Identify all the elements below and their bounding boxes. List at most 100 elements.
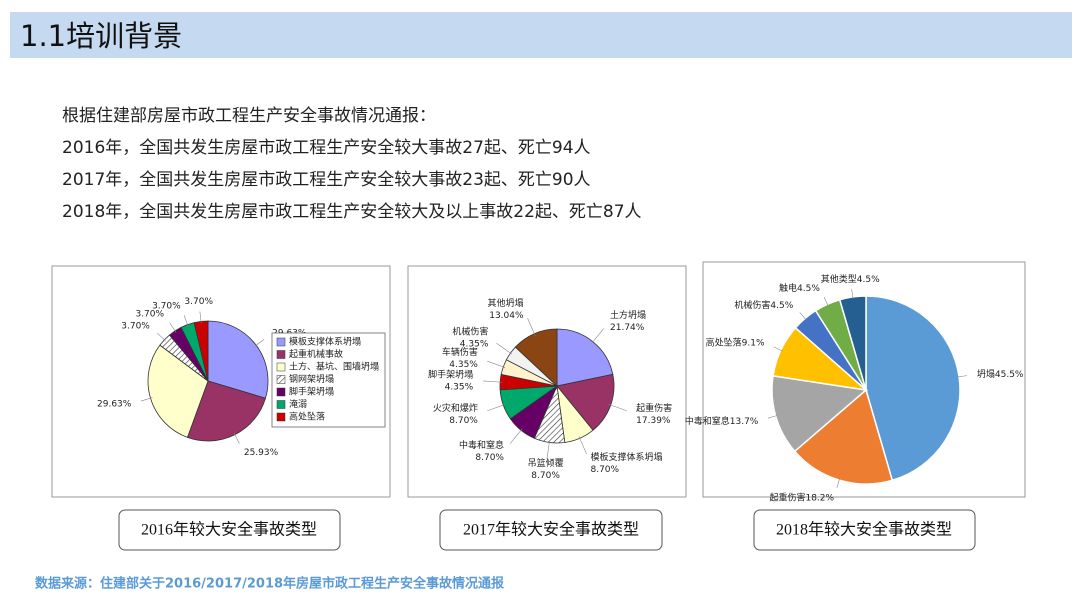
leader-line [183, 315, 189, 327]
category-label: 吊篮倾覆 [528, 457, 564, 469]
category-label: 火灾和爆炸 [433, 402, 478, 414]
data-label: 机械伤害 4.35% [452, 325, 488, 349]
leader-line [823, 296, 829, 307]
category-label: 机械伤害 [452, 325, 488, 337]
data-label: 其他坍塌 13.04% [488, 296, 524, 320]
legend-swatch [276, 350, 286, 359]
category-label: 其他类型 [821, 273, 857, 285]
source-note: 数据来源：住建部关于2016/2017/2018年房屋市政工程生产安全事故情况通… [35, 576, 505, 592]
legend-label: 土方、基坑、围墙坍塌 [289, 361, 379, 373]
data-label: 起重伤害 17.39% [636, 402, 672, 426]
leader-line [773, 346, 783, 352]
legend-label: 起重机械事故 [289, 348, 343, 360]
leader-line [233, 432, 240, 444]
data-label: 中毒和窒息13.7% [685, 414, 759, 426]
leader-line [767, 415, 778, 419]
data-label: 坍塌45.5% [977, 369, 1024, 380]
leader-line [483, 380, 503, 383]
leader-line [510, 428, 523, 444]
value-label: 4.5% [770, 300, 793, 310]
category-label: 机械伤害 [734, 298, 770, 310]
leader-line [546, 440, 550, 460]
category-label: 坍塌 [977, 369, 995, 380]
legend-label: 模板支撑体系坍塌 [289, 336, 361, 348]
legend-swatch [276, 362, 286, 372]
data-label: 3.70% [152, 301, 181, 311]
value-label: 8.70% [475, 453, 504, 463]
intro-line: 2016年，全国共发生房屋市政工程生产安全较大事故27起、死亡94人 [62, 138, 591, 158]
data-label: 车辆伤害 4.35% [442, 345, 478, 369]
chart-caption: 2016年较大安全事故类型 [141, 521, 317, 539]
leader-line [487, 360, 506, 368]
data-label: 其他类型4.5% [821, 273, 880, 285]
value-label: 4.35% [449, 359, 478, 369]
caption-box [439, 509, 663, 551]
category-label: 起重伤害 [769, 491, 805, 503]
data-label: 脚手架坍塌 4.35% [428, 368, 473, 392]
leader-line [496, 343, 513, 355]
value-label: 4.5% [797, 283, 820, 293]
data-label: 3.70% [121, 322, 150, 332]
category-label: 其他坍塌 [488, 296, 524, 308]
value-label: 13.7% [730, 416, 759, 426]
category-label: 触电 [779, 281, 797, 293]
legend-label: 钢网架坍塌 [289, 373, 334, 385]
value-label: 4.35% [460, 339, 489, 349]
value-label: 45.5% [995, 370, 1024, 380]
intro-line: 2017年，全国共发生房屋市政工程生产安全较大事故23起、死亡90人 [62, 170, 591, 190]
legend-label: 淹溺 [289, 398, 307, 410]
data-label: 吊篮倾覆 8.70% [528, 457, 564, 481]
leader-line [254, 338, 265, 347]
legend-label: 脚手架坍塌 [289, 386, 334, 398]
value-label: 18.2% [805, 493, 834, 503]
category-label: 土方坍塌 [610, 308, 646, 320]
data-label: 3.70% [184, 297, 213, 307]
leader-line [140, 397, 153, 402]
value-label: 17.39% [636, 416, 671, 426]
value-label: 4.5% [857, 275, 880, 285]
value-label: 8.70% [449, 416, 478, 426]
data-label: 机械伤害4.5% [734, 298, 793, 310]
title-bar [10, 12, 1072, 58]
data-label: 火灾和爆炸 8.70% [433, 402, 478, 426]
legend-swatch [276, 400, 286, 409]
leader-line [527, 318, 536, 336]
value-label: 9.1% [742, 338, 765, 348]
category-label: 模板支撑体系坍塌 [590, 451, 662, 463]
category-label: 起重伤害 [636, 402, 672, 414]
chart-caption: 2018年较大安全事故类型 [776, 521, 952, 539]
legend-swatch [276, 412, 286, 422]
data-label: 起重伤害18.2% [769, 491, 834, 503]
category-label: 车辆伤害 [442, 345, 478, 357]
value-label: 8.70% [590, 465, 619, 475]
legend-label: 高处坠落 [289, 411, 325, 423]
data-label: 中毒和窒息 8.70% [459, 439, 504, 463]
legend-swatch [276, 387, 286, 397]
value-label: 4.35% [445, 382, 474, 392]
caption-box [118, 509, 341, 551]
category-label: 脚手架坍塌 [428, 368, 473, 380]
leader-line [836, 478, 841, 488]
leader-line [156, 332, 167, 342]
data-label: 3.70% [135, 310, 164, 320]
leader-line [169, 322, 177, 333]
intro: 根据住建部房屋市政工程生产安全事故情况通报： 2016年，全国共发生房屋市政工程… [62, 106, 642, 222]
data-label: 模板支撑体系坍塌 8.70% [590, 451, 662, 475]
leader-line [799, 312, 807, 321]
value-label: 13.04% [489, 310, 524, 320]
legend-box [271, 332, 386, 428]
data-label: 触电4.5% [779, 281, 820, 293]
category-label: 中毒和窒息 [459, 439, 504, 451]
intro-line: 根据住建部房屋市政工程生产安全事故情况通报： [62, 106, 436, 126]
category-label: 高处坠落 [706, 336, 742, 348]
legend-swatch [276, 375, 286, 384]
leader-line [199, 311, 202, 324]
leader-line [957, 375, 968, 378]
caption-box [753, 509, 976, 551]
legend-swatch [276, 337, 286, 347]
leader-line [851, 288, 854, 299]
data-label: 高处坠落9.1% [706, 336, 765, 348]
data-label: 土方坍塌 21.74% [610, 308, 646, 332]
value-label: 8.70% [531, 471, 560, 481]
